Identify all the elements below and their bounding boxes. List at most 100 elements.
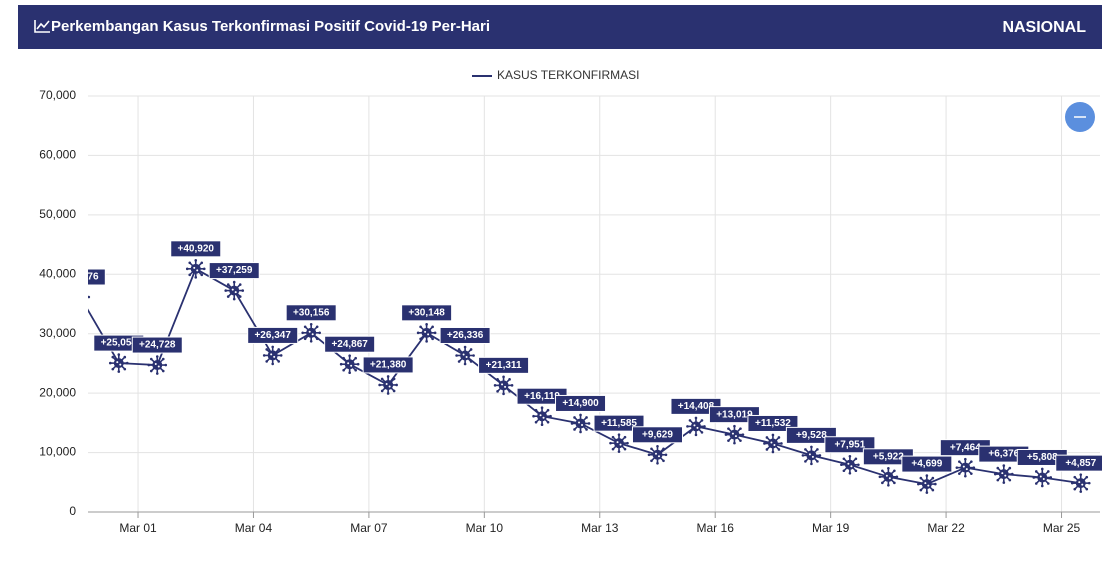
value-label: +26,347 <box>254 330 291 341</box>
marker-spike-tip <box>502 392 505 396</box>
marker-body <box>652 449 663 460</box>
marker-spike-tip <box>277 348 281 351</box>
value-label: +7,951 <box>834 439 865 450</box>
point-marker <box>878 467 899 487</box>
marker-spike-tip <box>650 459 653 463</box>
marker-dot <box>696 426 699 429</box>
marker-dot <box>270 353 273 356</box>
marker-dot <box>350 364 353 367</box>
marker-spike-tip <box>763 442 766 445</box>
marker-dot <box>234 291 237 294</box>
marker-spike-tip <box>931 476 935 480</box>
marker-body <box>229 285 240 296</box>
marker-body <box>1037 472 1048 483</box>
marker-spike-tip <box>356 362 360 366</box>
marker-spike-tip <box>972 466 976 469</box>
marker-spike-tip <box>433 331 437 335</box>
marker-spike-tip <box>1034 470 1038 473</box>
value-label: +30,148 <box>408 307 445 318</box>
marker-spike-tip <box>510 384 514 387</box>
marker-spike-tip <box>546 408 550 412</box>
marker-body <box>806 450 817 461</box>
marker-spike-tip <box>431 325 434 329</box>
marker-spike-tip <box>964 457 967 461</box>
marker-spike-tip <box>534 408 538 412</box>
marker-spike-tip <box>155 355 159 358</box>
marker-spike-tip <box>611 435 615 439</box>
value-label-bg <box>747 414 799 432</box>
marker-spike-tip <box>395 383 398 387</box>
marker-dot <box>1081 483 1084 486</box>
marker-spike-tip <box>123 367 127 371</box>
marker-spike-tip <box>958 472 961 475</box>
marker-spike-tip <box>147 363 151 367</box>
marker-dot <box>1039 475 1042 478</box>
marker-dot <box>78 295 80 297</box>
value-label-bg <box>208 262 260 280</box>
marker-spike-tip <box>777 448 781 451</box>
y-tick-label: 0 <box>69 504 76 518</box>
marker-body <box>767 438 778 449</box>
marker-body <box>421 327 432 338</box>
marker-dot <box>81 298 83 300</box>
marker-spike-tip <box>354 368 357 372</box>
marker-spike-tip <box>469 360 473 363</box>
marker-spike-tip <box>848 454 852 458</box>
marker-spike-tip <box>200 273 204 277</box>
marker-spike-tip <box>463 345 467 349</box>
marker-body <box>460 350 471 361</box>
marker-spike-tip <box>532 414 535 418</box>
marker-spike-tip <box>700 431 704 434</box>
marker-spike-tip <box>662 459 665 463</box>
marker-spike-tip <box>431 337 434 341</box>
value-label: +6,376 <box>988 449 1019 460</box>
marker-spike-tip <box>925 474 929 477</box>
marker-spike-tip <box>194 259 198 262</box>
marker-spike-tip <box>425 323 428 326</box>
marker-spike-tip <box>579 413 582 417</box>
marker-body <box>998 469 1009 480</box>
value-label: +14,408 <box>678 401 715 412</box>
marker-spike-tip <box>958 460 961 463</box>
marker-spike-tip <box>73 302 76 305</box>
value-label-bg <box>362 356 414 374</box>
marker-spike-tip <box>895 475 899 479</box>
zoom-button[interactable] <box>1065 102 1095 132</box>
point-marker <box>378 375 398 395</box>
value-label-bg <box>631 426 683 444</box>
value-label: +9,629 <box>642 429 673 440</box>
value-label: +7,464 <box>950 442 981 453</box>
marker-body <box>960 462 971 473</box>
marker-spike-tip <box>546 420 550 424</box>
marker-spike-tip <box>818 454 822 457</box>
marker-spike-tip <box>694 416 698 420</box>
marker-spike-tip <box>348 371 351 375</box>
marker-spike-tip <box>688 431 692 434</box>
marker-spike-tip <box>271 345 274 349</box>
marker-dot <box>927 484 930 487</box>
value-label: +4,699 <box>911 459 942 470</box>
marker-spike-tip <box>496 378 499 381</box>
marker-dot <box>231 288 234 291</box>
marker-spike-tip <box>1087 481 1091 485</box>
marker-spike-tip <box>202 267 206 271</box>
marker-dot <box>193 266 196 269</box>
value-label-bg <box>555 394 607 412</box>
marker-spike-tip <box>917 482 920 486</box>
marker-spike-tip <box>1040 467 1044 471</box>
point-marker <box>108 353 129 373</box>
point-marker <box>416 323 437 343</box>
value-label-bg <box>785 426 837 444</box>
y-tick-label: 40,000 <box>39 266 76 280</box>
marker-dot <box>388 385 391 388</box>
marker-dot <box>734 435 737 438</box>
marker-dot <box>773 443 776 446</box>
marker-dot <box>501 383 504 386</box>
marker-dot <box>578 421 581 424</box>
value-label: +36,176 <box>62 272 99 283</box>
marker-spike-tip <box>700 419 704 422</box>
marker-dot <box>1078 481 1081 484</box>
marker-spike-tip <box>1049 476 1053 479</box>
marker-spike-tip <box>887 467 890 470</box>
value-label-bg <box>439 326 491 344</box>
